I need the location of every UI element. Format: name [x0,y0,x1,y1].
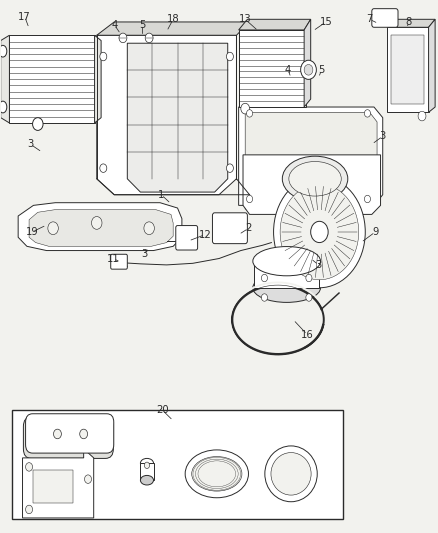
Text: 4: 4 [111,20,117,30]
Circle shape [280,184,359,280]
Text: 15: 15 [320,17,332,27]
Circle shape [145,33,153,43]
Circle shape [364,110,371,117]
Circle shape [92,216,102,229]
Polygon shape [387,27,428,112]
Bar [392,35,424,104]
Polygon shape [239,30,304,107]
Text: 7: 7 [367,14,373,25]
Circle shape [306,274,312,282]
Ellipse shape [141,475,153,485]
Ellipse shape [271,453,311,495]
Text: 19: 19 [26,227,39,237]
Text: 5: 5 [139,20,146,30]
Circle shape [226,164,233,172]
Circle shape [247,195,253,203]
Polygon shape [97,35,237,112]
Bar [239,30,306,107]
Circle shape [364,195,371,203]
Text: 4: 4 [285,65,291,75]
Circle shape [48,222,58,235]
Polygon shape [97,22,250,35]
Polygon shape [1,35,10,123]
Circle shape [119,33,127,43]
Circle shape [274,176,365,288]
Text: 1: 1 [158,190,165,200]
FancyBboxPatch shape [25,414,114,453]
Polygon shape [22,449,94,518]
Text: 13: 13 [239,14,251,25]
Ellipse shape [141,458,153,468]
Polygon shape [239,19,311,30]
Circle shape [306,294,312,301]
Text: 3: 3 [315,260,321,270]
Circle shape [145,462,150,469]
Circle shape [311,221,328,243]
Circle shape [100,164,107,172]
Text: 5: 5 [318,65,325,75]
Circle shape [241,103,250,114]
FancyBboxPatch shape [372,9,398,27]
FancyBboxPatch shape [23,417,113,458]
Text: 3: 3 [141,249,147,259]
Text: 12: 12 [199,230,212,240]
Ellipse shape [185,450,248,498]
Polygon shape [304,19,311,107]
Polygon shape [243,155,381,214]
Ellipse shape [253,247,321,276]
Circle shape [261,294,268,301]
Circle shape [80,429,88,439]
Polygon shape [254,261,319,288]
Circle shape [100,52,107,61]
Circle shape [300,60,316,79]
Text: 2: 2 [246,223,252,233]
Polygon shape [18,203,182,251]
Text: 18: 18 [167,14,180,25]
Polygon shape [127,43,228,192]
Text: 17: 17 [18,12,31,22]
Ellipse shape [265,446,317,502]
Bar [12,410,343,519]
Ellipse shape [283,156,348,201]
Ellipse shape [289,161,341,196]
Polygon shape [387,19,435,27]
Circle shape [25,505,32,514]
Text: 8: 8 [406,17,412,27]
Text: 3: 3 [380,131,386,141]
Text: 9: 9 [372,227,378,237]
Polygon shape [95,35,101,123]
Polygon shape [239,107,383,205]
Bar [33,470,73,503]
Text: 11: 11 [107,254,120,263]
Circle shape [53,429,61,439]
Ellipse shape [253,273,321,302]
Bar [141,463,153,480]
Circle shape [247,110,253,117]
Ellipse shape [0,101,7,113]
Text: 16: 16 [301,329,314,340]
Polygon shape [97,35,237,112]
Circle shape [304,64,313,75]
Polygon shape [428,19,435,112]
Circle shape [32,118,43,131]
Circle shape [418,111,426,121]
Bar [10,35,95,123]
Ellipse shape [0,45,7,57]
Polygon shape [245,112,377,209]
Ellipse shape [192,457,242,491]
Polygon shape [97,35,237,195]
Polygon shape [29,209,173,246]
Circle shape [144,222,154,235]
Circle shape [25,463,32,471]
Circle shape [85,475,92,483]
Circle shape [261,274,268,282]
FancyBboxPatch shape [176,225,198,250]
FancyBboxPatch shape [111,254,127,269]
Text: 20: 20 [156,405,169,415]
Circle shape [226,52,233,61]
FancyBboxPatch shape [212,213,247,244]
Text: 3: 3 [27,139,34,149]
